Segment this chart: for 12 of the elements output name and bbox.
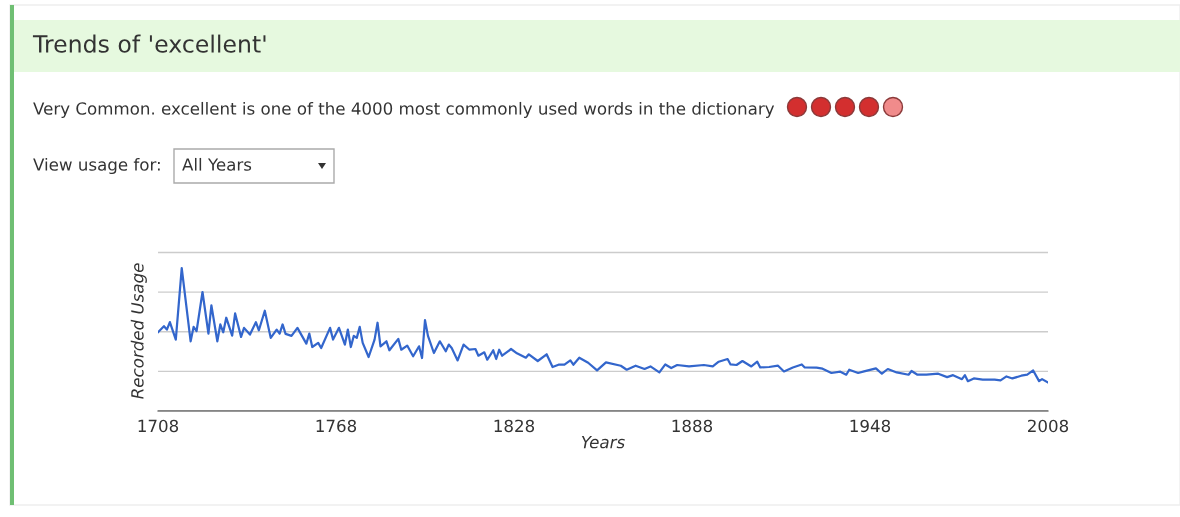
x-tick-label: 1948 — [850, 419, 891, 433]
x-tick-label: 1768 — [316, 419, 357, 433]
x-axis-title: Years — [581, 435, 625, 449]
text: All Years — [182, 157, 252, 171]
x-tick-label: 1708 — [138, 419, 179, 433]
x-tick-label: 2008 — [1028, 419, 1069, 433]
text: View usage for: — [33, 157, 160, 175]
chart-title: Trends of 'excellent' — [32, 34, 266, 53]
x-tick-label: 1888 — [672, 419, 713, 433]
chart-subtitle: Very Common. excellent is one of the 4000 most commonly used words in the dictionary — [33, 101, 775, 119]
x-tick-label: 1828 — [494, 419, 535, 433]
y-axis-title: Recorded Usage — [130, 263, 147, 399]
